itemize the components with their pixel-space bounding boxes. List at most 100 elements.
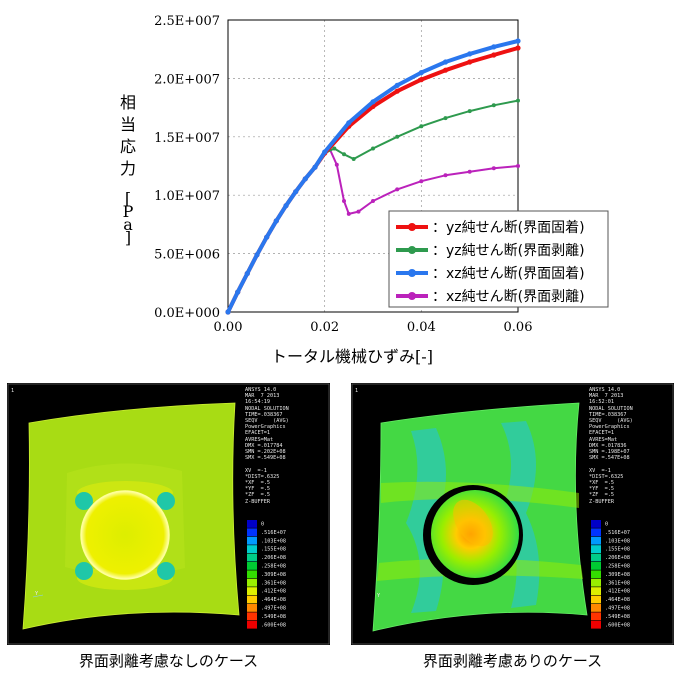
ansys-info-right: ANSYS 14.0 MAR 7 2013 16:52:01 NODAL SOL…	[589, 387, 633, 505]
data-point	[442, 59, 449, 65]
data-point	[342, 199, 346, 203]
color-scale-swatch	[591, 570, 601, 579]
color-scale-swatch	[247, 570, 257, 579]
color-scale-label: .258E+08	[261, 564, 286, 570]
data-point	[515, 38, 521, 44]
legend-label: ：yz純せん断(界面固着)	[432, 220, 585, 236]
data-point	[395, 187, 400, 192]
x-tick-label: 0.00	[214, 320, 243, 335]
color-scale-label: .309E+08	[605, 572, 630, 578]
data-point	[322, 149, 328, 155]
data-point	[419, 179, 424, 184]
data-point	[371, 199, 375, 203]
series-layer	[225, 38, 521, 315]
data-point	[332, 146, 337, 151]
data-point	[443, 116, 448, 121]
svg-text:Y: Y	[35, 591, 39, 597]
color-scale-label: .103E+08	[261, 538, 286, 544]
color-scale-label: .497E+08	[261, 606, 286, 612]
legend-label: ：yz純せん断(界面剥離)	[432, 242, 585, 259]
data-point	[254, 252, 260, 258]
data-point	[491, 44, 497, 50]
data-point	[293, 189, 299, 195]
color-scale-swatch	[591, 595, 601, 604]
data-point	[394, 88, 400, 94]
color-scale-swatch	[247, 528, 257, 537]
data-point	[370, 99, 376, 105]
y-tick-label: 2.5E+007	[154, 14, 220, 29]
data-point	[346, 211, 351, 216]
fiber-disc-left	[80, 490, 170, 580]
color-scale-label: .549E+08	[605, 614, 630, 620]
x-tick-label: 0.04	[407, 320, 436, 335]
data-point	[418, 77, 424, 83]
y-axis-label-char: 当	[120, 115, 136, 134]
x-tick-label: 0.06	[504, 320, 533, 335]
data-point	[312, 164, 318, 170]
color-scale-swatch	[247, 520, 257, 528]
data-point	[302, 176, 308, 182]
contour-plot-left: 1 Y 0 .516E+07 .103E+08 .155E+08 .206E+08 .25…	[7, 383, 330, 645]
data-point	[346, 120, 352, 126]
color-scale-swatch	[591, 545, 601, 553]
y-axis-label-char: [	[125, 189, 131, 208]
color-scale-label: .309E+08	[261, 572, 286, 578]
caption-left: 界面剥離考慮なしのケース	[78, 652, 259, 670]
legend-swatch-marker	[408, 223, 416, 231]
y-axis-label-char: P	[123, 202, 134, 221]
data-point	[515, 45, 521, 51]
data-point	[443, 173, 448, 178]
data-point	[395, 134, 400, 139]
legend-label: ：xz純せん断(界面剥離)	[432, 288, 585, 305]
color-scale-label: .516E+07	[261, 530, 286, 536]
legend-swatch-marker	[408, 269, 416, 277]
data-point	[244, 270, 250, 277]
y-axis-label-char: 応	[120, 137, 136, 156]
color-scale-label: .600E+08	[261, 622, 286, 628]
frame-number-left: 1	[11, 388, 14, 394]
y-axis-label-char: ]	[125, 228, 131, 247]
color-scale-swatch	[591, 528, 601, 537]
color-scale-swatch	[591, 553, 601, 562]
data-point	[394, 82, 400, 88]
contour-plot-right: 1 Y 0 .516E+07 .103E+08 .155E+08 .206E+08 .25…	[351, 383, 674, 645]
data-point	[351, 157, 356, 161]
color-scale-swatch	[247, 604, 257, 612]
color-scale-label: .361E+08	[261, 580, 286, 586]
data-point	[283, 203, 289, 209]
color-scale-swatch	[591, 604, 601, 612]
color-scale-label: .155E+08	[605, 547, 630, 553]
data-point	[516, 164, 520, 168]
color-scale-swatch	[247, 620, 257, 629]
color-scale-label: .361E+08	[605, 580, 630, 586]
y-tick-label: 0.0E+000	[154, 306, 220, 321]
contour-panel-left: 1 Y 0 .516E+07 .103E+08 .155E+08 .206E+08 .25…	[7, 383, 330, 645]
color-scale-label: .412E+08	[605, 589, 630, 595]
legend-label: ：xz純せん断(界面固着)	[432, 266, 585, 282]
data-point	[342, 152, 346, 157]
data-point	[334, 162, 339, 167]
y-tick-label: 5.0E+006	[154, 248, 220, 263]
color-scale-label: .206E+08	[261, 555, 286, 561]
color-scale-swatch	[247, 562, 257, 570]
legend-swatch-marker	[408, 292, 416, 300]
color-scale-swatch	[591, 620, 601, 629]
color-scale-label: 0	[605, 522, 608, 528]
data-point	[356, 209, 361, 214]
y-axis-label-char: a	[123, 215, 133, 234]
color-scale-label: .103E+08	[605, 538, 630, 544]
color-scale-swatch	[247, 587, 257, 595]
frame-number-right: 1	[355, 388, 358, 394]
color-scale-swatch	[247, 553, 257, 562]
y-axis-label-char: 力	[120, 159, 136, 178]
data-point	[419, 124, 424, 129]
data-point	[264, 234, 270, 240]
color-scale-label: .549E+08	[261, 614, 286, 620]
data-point	[371, 146, 375, 151]
x-axis-label: トータル機械ひずみ[-]	[271, 347, 433, 366]
color-scale-right: 0 .516E+07 .103E+08 .155E+08 .206E+08 .258E+0…	[591, 520, 630, 629]
tick-labels: 0.00 0.02 0.04 0.06 0.0E+000 5.0E+006 1.0E+007…	[154, 14, 532, 335]
legend: ：yz純せん断(界面固着) ：yz純せん断(界面剥離) ：xz純せん断(界面固着) ：…	[388, 210, 609, 308]
color-scale-label: .516E+07	[605, 530, 630, 536]
